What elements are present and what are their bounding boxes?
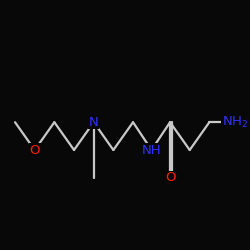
Text: O: O: [165, 171, 175, 184]
Text: NH: NH: [142, 144, 161, 156]
Text: O: O: [30, 144, 40, 156]
Text: NH$_2$: NH$_2$: [222, 115, 248, 130]
Text: N: N: [89, 116, 99, 129]
